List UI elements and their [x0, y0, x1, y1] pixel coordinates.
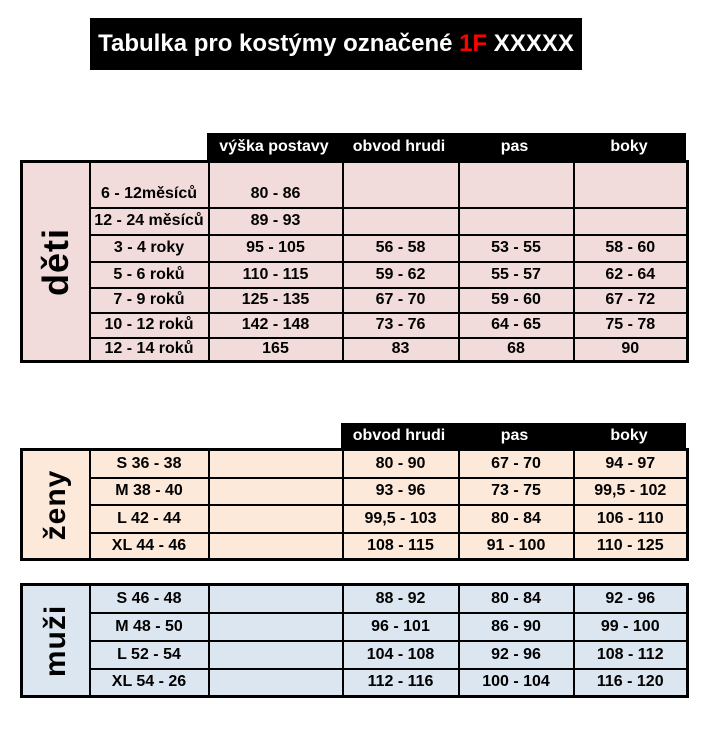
- value-cell: 106 - 110: [572, 503, 689, 534]
- table-muzi: muži S 46 - 48 88 - 92 80 - 84 92 - 96 M 48 -…: [20, 583, 689, 698]
- value-cell: 112 - 116: [341, 667, 460, 698]
- value-cell: [341, 160, 460, 209]
- group-label-muzi: muži: [20, 583, 91, 698]
- size-cell: XL 54 - 26: [88, 667, 210, 698]
- value-cell: 62 - 64: [572, 260, 689, 289]
- page-title: Tabulka pro kostýmy označené 1F XXXXX: [98, 30, 574, 58]
- value-cell: 80 - 84: [457, 503, 575, 534]
- column-header: boky: [610, 137, 648, 155]
- column-header: pas: [500, 426, 529, 444]
- value-cell: 89 - 93: [207, 206, 344, 236]
- column-header: výška postavy: [219, 137, 329, 155]
- value-cell: [207, 639, 344, 670]
- title-prefix: Tabulka pro kostýmy označené: [98, 30, 460, 57]
- value-cell: 96 - 101: [341, 611, 460, 642]
- value-cell: 165: [207, 336, 344, 363]
- value-cell: 110 - 125: [572, 531, 689, 561]
- value-cell: [207, 448, 344, 479]
- size-cell: XL 44 - 46: [88, 531, 210, 561]
- value-cell: 99,5 - 102: [572, 476, 689, 506]
- value-cell: 91 - 100: [457, 531, 575, 561]
- size-cell: 6 - 12měsíců: [88, 160, 210, 209]
- size-cell: M 38 - 40: [88, 476, 210, 506]
- title-banner: Tabulka pro kostýmy označené 1F XXXXX: [90, 18, 582, 70]
- table-zeny: ženy S 36 - 38 80 - 90 67 - 70 94 - 97 M 38 -…: [20, 448, 689, 561]
- value-cell: 125 - 135: [207, 286, 344, 314]
- value-cell: [572, 160, 689, 209]
- value-cell: 86 - 90: [457, 611, 575, 642]
- value-cell: 95 - 105: [207, 233, 344, 263]
- size-cell: M 48 - 50: [88, 611, 210, 642]
- value-cell: 92 - 96: [572, 583, 689, 614]
- value-cell: 56 - 58: [341, 233, 460, 263]
- value-cell: 64 - 65: [457, 311, 575, 339]
- value-cell: 55 - 57: [457, 260, 575, 289]
- value-cell: 142 - 148: [207, 311, 344, 339]
- size-cell: L 42 - 44: [88, 503, 210, 534]
- group-label-text: ženy: [38, 469, 72, 540]
- value-cell: 80 - 86: [207, 160, 344, 209]
- value-cell: [457, 160, 575, 209]
- value-cell: 88 - 92: [341, 583, 460, 614]
- value-cell: 110 - 115: [207, 260, 344, 289]
- value-cell: 73 - 75: [457, 476, 575, 506]
- value-cell: 75 - 78: [572, 311, 689, 339]
- column-header: obvod hrudi: [352, 426, 446, 444]
- value-cell: 108 - 115: [341, 531, 460, 561]
- value-cell: 104 - 108: [341, 639, 460, 670]
- size-cell: 5 - 6 roků: [88, 260, 210, 289]
- size-cell: S 36 - 38: [88, 448, 210, 479]
- size-cell: 7 - 9 roků: [88, 286, 210, 314]
- value-cell: 83: [341, 336, 460, 363]
- value-cell: 80 - 84: [457, 583, 575, 614]
- value-cell: 108 - 112: [572, 639, 689, 670]
- value-cell: 67 - 70: [457, 448, 575, 479]
- value-cell: [572, 206, 689, 236]
- value-cell: 59 - 62: [341, 260, 460, 289]
- value-cell: 68: [457, 336, 575, 363]
- group-label-zeny: ženy: [20, 448, 91, 561]
- title-suffix: XXXXX: [487, 30, 574, 57]
- size-cell: L 52 - 54: [88, 639, 210, 670]
- column-header: pas: [500, 137, 529, 155]
- value-cell: 73 - 76: [341, 311, 460, 339]
- group-label-text: muži: [38, 604, 72, 677]
- value-cell: 59 - 60: [457, 286, 575, 314]
- value-cell: 100 - 104: [457, 667, 575, 698]
- value-cell: [207, 667, 344, 698]
- value-cell: 80 - 90: [341, 448, 460, 479]
- title-code-highlight: 1F: [459, 30, 488, 57]
- value-cell: [207, 476, 344, 506]
- value-cell: [207, 583, 344, 614]
- value-cell: 93 - 96: [341, 476, 460, 506]
- value-cell: 58 - 60: [572, 233, 689, 263]
- value-cell: 90: [572, 336, 689, 363]
- value-cell: 67 - 72: [572, 286, 689, 314]
- group-label-text: děti: [34, 227, 76, 296]
- size-cell: S 46 - 48: [88, 583, 210, 614]
- value-cell: 92 - 96: [457, 639, 575, 670]
- value-cell: [207, 611, 344, 642]
- column-header: obvod hrudi: [352, 137, 446, 155]
- value-cell: [457, 206, 575, 236]
- value-cell: [207, 503, 344, 534]
- value-cell: 53 - 55: [457, 233, 575, 263]
- size-cell: 12 - 24 měsíců: [88, 206, 210, 236]
- column-header: boky: [610, 426, 648, 444]
- value-cell: [341, 206, 460, 236]
- value-cell: 99 - 100: [572, 611, 689, 642]
- column-header-row-deti: výška postavy obvod hrudi pas boky: [207, 133, 686, 160]
- value-cell: 67 - 70: [341, 286, 460, 314]
- column-header-row-zeny: obvod hrudi pas boky: [341, 423, 686, 448]
- size-cell: 3 - 4 roky: [88, 233, 210, 263]
- size-cell: 10 - 12 roků: [88, 311, 210, 339]
- table-deti: děti 6 - 12měsíců 80 - 86 12 - 24 měsíců 89 …: [20, 160, 689, 363]
- value-cell: 116 - 120: [572, 667, 689, 698]
- size-cell: 12 - 14 roků: [88, 336, 210, 363]
- value-cell: 94 - 97: [572, 448, 689, 479]
- value-cell: 99,5 - 103: [341, 503, 460, 534]
- value-cell: [207, 531, 344, 561]
- group-label-deti: děti: [20, 160, 91, 363]
